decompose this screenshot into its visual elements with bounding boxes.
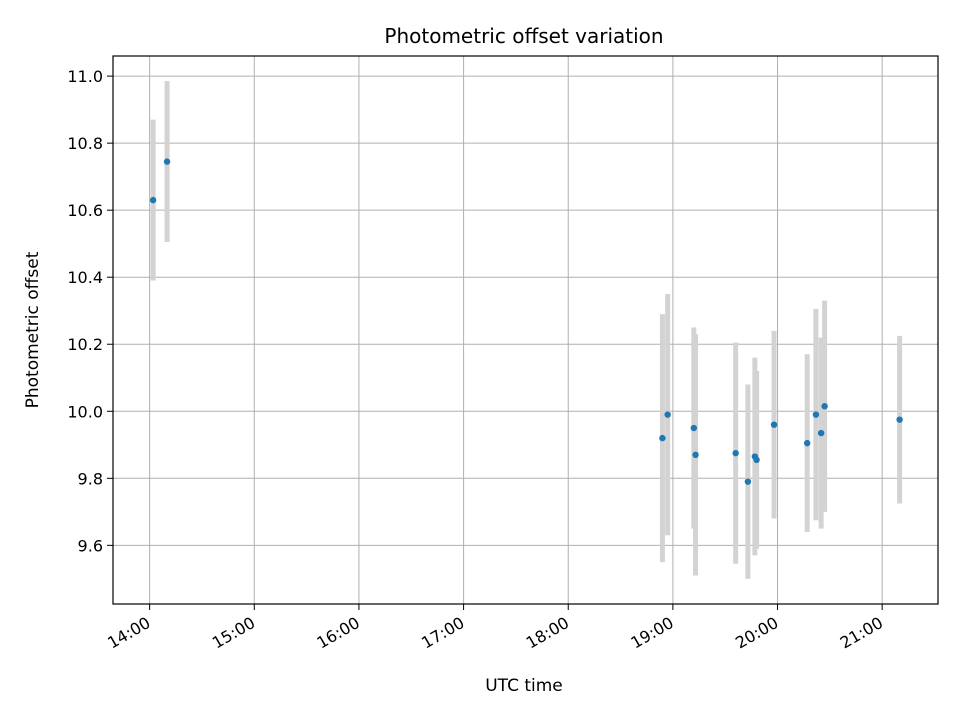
- data-points: [149, 158, 903, 485]
- data-point: [744, 478, 752, 485]
- data-point: [659, 434, 666, 442]
- y-tick-label: 10.8: [67, 134, 103, 153]
- data-point: [812, 411, 820, 418]
- data-point: [803, 439, 811, 447]
- data-point: [821, 403, 828, 410]
- chart-title: Photometric offset variation: [384, 24, 663, 48]
- y-tick-label: 10.2: [67, 335, 103, 354]
- data-point: [690, 424, 698, 432]
- grid: [113, 56, 938, 604]
- data-point: [732, 449, 739, 457]
- data-point: [753, 456, 760, 464]
- data-point: [692, 451, 699, 459]
- y-axis-ticks: 9.6 9.8 10.0 10.2 10.4 10.6 10.8 11.0: [67, 67, 113, 555]
- y-tick-label: 9.8: [78, 469, 103, 488]
- data-point: [770, 421, 778, 428]
- y-axis-title: Photometric offset: [23, 251, 43, 408]
- x-axis-title: UTC time: [485, 676, 563, 696]
- plot-area-frame: [112, 55, 939, 605]
- data-point: [896, 416, 903, 423]
- y-tick-label: 9.6: [78, 536, 103, 555]
- y-tick-label: 10.6: [67, 201, 103, 220]
- y-tick-label: 10.4: [67, 268, 103, 287]
- data-point: [817, 429, 825, 437]
- y-tick-label: 10.0: [67, 402, 103, 421]
- data-point: [664, 411, 671, 418]
- data-point: [163, 158, 171, 165]
- data-point: [149, 196, 157, 204]
- y-tick-label: 11.0: [67, 67, 103, 86]
